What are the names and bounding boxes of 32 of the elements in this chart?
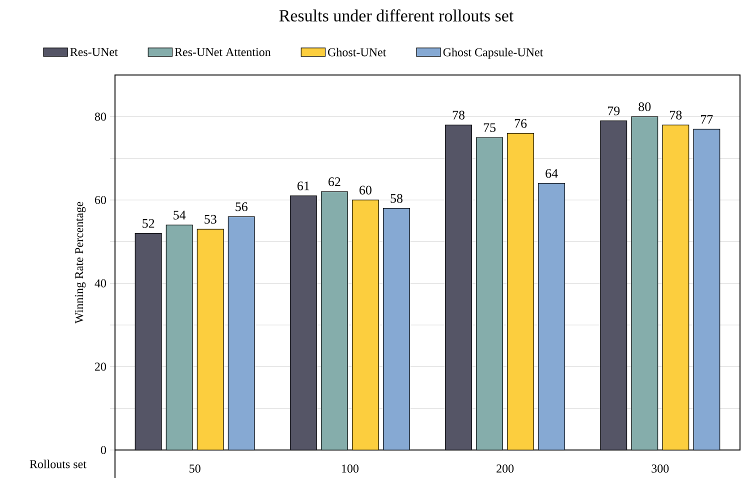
x-tick-label: 300 — [652, 464, 669, 473]
data-label: 52 — [142, 219, 154, 228]
y-axis-title: Winning Rate Percentage — [75, 202, 86, 324]
y-tick-label: 40 — [94, 279, 106, 288]
x-axis-title: Rollouts set — [30, 460, 86, 468]
data-label: 58 — [390, 194, 402, 203]
legend-label: Res-UNet — [70, 48, 118, 56]
x-tick-label: 50 — [190, 464, 200, 473]
data-label: 78 — [452, 110, 465, 120]
data-label: 77 — [701, 115, 713, 124]
data-label: 64 — [546, 169, 558, 178]
data-label: 80 — [638, 102, 651, 112]
x-tick-label: 200 — [496, 464, 514, 473]
data-label: 54 — [174, 210, 186, 220]
legend-label: Res-UNet Attention — [174, 48, 271, 56]
chart-title: Results under different rollouts set — [279, 9, 514, 22]
data-label: 60 — [360, 186, 372, 194]
legend-label: Ghost Capsule-UNet — [443, 48, 544, 59]
y-tick-label: 0 — [100, 446, 106, 454]
data-label: 76 — [514, 119, 527, 128]
x-tick-label: 100 — [342, 464, 359, 473]
y-tick-label: 80 — [94, 112, 106, 121]
y-tick-label: 20 — [95, 362, 106, 371]
data-label: 62 — [328, 177, 340, 186]
data-label: 78 — [670, 110, 682, 120]
y-tick-label: 60 — [94, 196, 106, 204]
data-label: 61 — [297, 182, 310, 190]
data-label: 53 — [204, 214, 216, 224]
data-label: 56 — [236, 202, 248, 212]
data-label: 79 — [608, 106, 620, 116]
legend-label: Ghost-UNet — [328, 48, 386, 56]
data-label: 75 — [484, 123, 496, 132]
